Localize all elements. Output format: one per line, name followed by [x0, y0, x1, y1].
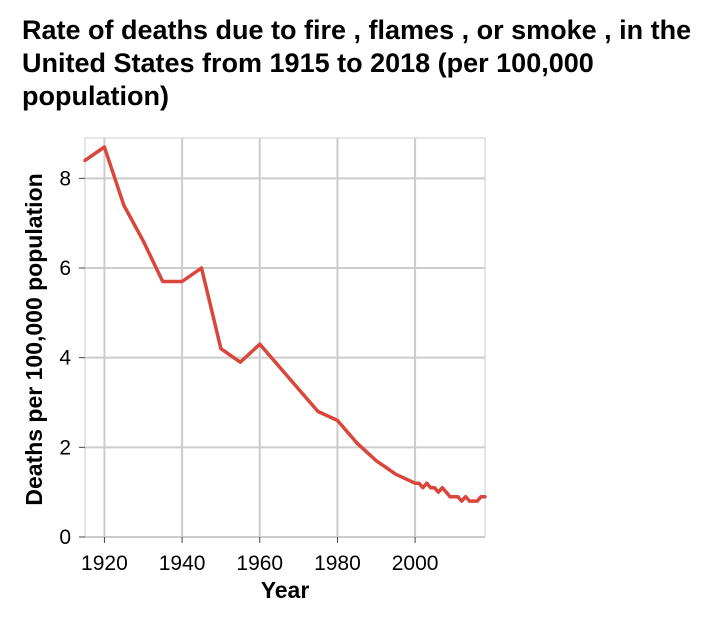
series-line — [83, 145, 487, 503]
x-axis-ticks: 1920 1940 1960 1980 2000 — [81, 537, 438, 575]
y-axis-ticks: 0 2 4 6 8 — [59, 167, 85, 549]
y-tick-label: 4 — [59, 347, 71, 370]
series-group — [83, 145, 487, 503]
x-tick-label: 1920 — [81, 552, 128, 575]
x-tick-label: 2000 — [392, 552, 439, 575]
y-tick-label: 6 — [59, 257, 71, 280]
x-tick-label: 1940 — [159, 552, 206, 575]
chart-title: Rate of deaths due to fire , flames , or… — [22, 15, 692, 111]
x-tick-label: 1980 — [314, 552, 361, 575]
grid-lines — [84, 137, 486, 538]
y-tick-label: 2 — [59, 436, 71, 459]
plot-frame — [84, 137, 486, 538]
y-axis-title: Deaths per 100,000 population — [21, 173, 47, 505]
y-tick-label: 0 — [59, 526, 71, 549]
x-tick-label: 1960 — [236, 552, 283, 575]
y-tick-label: 8 — [59, 167, 71, 190]
x-axis-title: Year — [261, 577, 310, 603]
